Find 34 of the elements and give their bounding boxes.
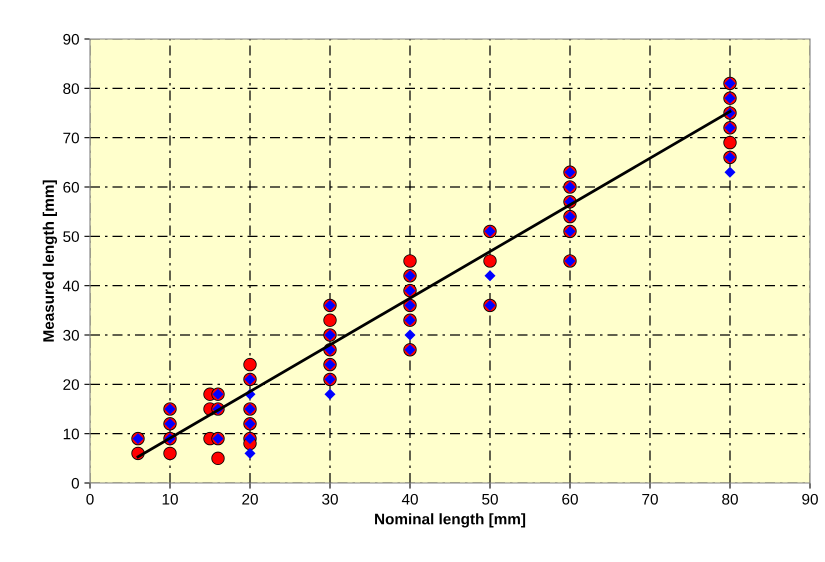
point — [323, 314, 337, 327]
x-tick-label: 20 — [242, 494, 258, 505]
y-tick-label: 50 — [63, 231, 79, 242]
x-tick-label: 40 — [402, 494, 418, 505]
x-tick-label: 10 — [162, 494, 178, 505]
x-tick-label: 30 — [322, 494, 338, 505]
point — [244, 448, 256, 459]
x-axis-title: Nominal length [mm] — [375, 513, 526, 528]
point — [403, 254, 417, 268]
x-tick-label: 70 — [642, 494, 658, 505]
y-tick-label: 30 — [63, 330, 79, 341]
y-tick-label: 40 — [62, 280, 79, 292]
point — [163, 446, 177, 460]
y-tick-label: 0 — [72, 478, 79, 489]
y-axis-title: Measured length [mm] — [42, 180, 58, 342]
x-tick-label: 80 — [722, 494, 738, 505]
y-tick-label: 70 — [63, 132, 79, 144]
y-tick-label: 60 — [63, 182, 79, 193]
point — [723, 136, 737, 150]
point — [324, 388, 336, 400]
y-tick-label: 10 — [64, 428, 79, 440]
y-tick-label: 20 — [63, 379, 79, 390]
point — [211, 452, 225, 466]
y-tick-label: 90 — [63, 34, 79, 45]
x-tick-label: 0 — [86, 494, 94, 505]
y-tick-label: 80 — [63, 83, 79, 94]
x-tick-label: 90 — [802, 494, 818, 505]
point — [404, 330, 416, 340]
x-tick-label: 60 — [562, 494, 578, 505]
point — [484, 270, 496, 282]
point — [483, 254, 497, 268]
x-tick-label: 50 — [482, 494, 498, 505]
point — [724, 166, 736, 178]
point — [243, 358, 257, 372]
